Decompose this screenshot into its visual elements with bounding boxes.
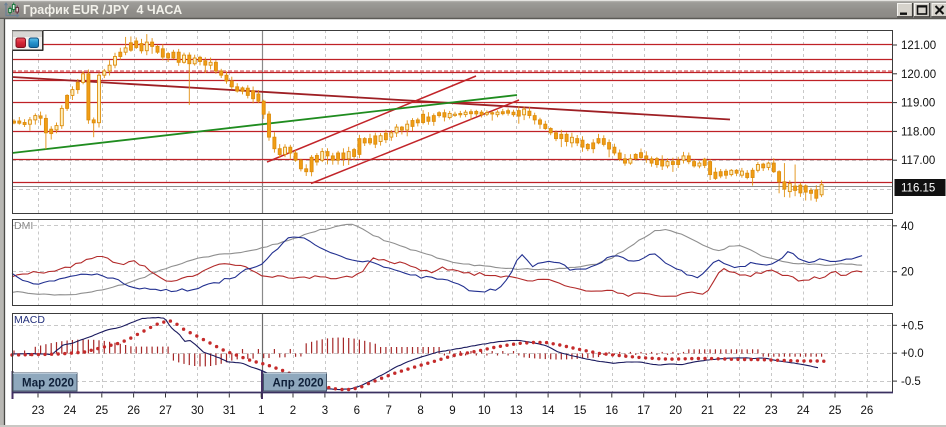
svg-text:2: 2 [290,405,296,417]
svg-text:20: 20 [901,267,914,279]
svg-text:1: 1 [258,405,264,417]
svg-text:30: 30 [191,405,204,417]
svg-text:+0.5: +0.5 [901,320,924,332]
svg-text:Апр 2020: Апр 2020 [273,378,324,390]
svg-text:9: 9 [449,405,455,417]
svg-text:17: 17 [637,405,650,417]
svg-text:40: 40 [901,221,914,233]
svg-text:121.00: 121.00 [901,40,936,52]
svg-text:20: 20 [669,405,682,417]
svg-text:+0.0: +0.0 [901,348,924,360]
svg-text:117.00: 117.00 [901,155,935,167]
svg-text:118.00: 118.00 [901,126,935,138]
svg-text:3: 3 [322,405,328,417]
svg-text:26: 26 [127,405,140,417]
svg-text:15: 15 [574,405,587,417]
svg-text:27: 27 [159,405,172,417]
svg-text:25: 25 [829,405,842,417]
svg-text:График EUR /JPY 4 ЧАСА: График EUR /JPY 4 ЧАСА [23,3,182,17]
svg-text:8: 8 [417,405,423,417]
svg-text:116.15: 116.15 [901,183,935,195]
svg-text:16: 16 [605,405,618,417]
svg-text:7: 7 [385,405,391,417]
svg-text:10: 10 [478,405,491,417]
svg-text:31: 31 [223,405,236,417]
svg-text:Мар 2020: Мар 2020 [22,378,74,390]
svg-text:21: 21 [701,405,714,417]
svg-text:13: 13 [510,405,523,417]
svg-text:6: 6 [354,405,360,417]
svg-text:22: 22 [733,405,746,417]
svg-text:24: 24 [797,405,810,417]
svg-text:23: 23 [765,405,778,417]
svg-text:-0.5: -0.5 [901,376,921,388]
svg-text:24: 24 [64,405,77,417]
svg-text:MACD: MACD [14,314,45,326]
svg-text:DMI: DMI [14,220,33,232]
svg-text:23: 23 [32,405,45,417]
svg-text:26: 26 [861,405,874,417]
svg-text:14: 14 [542,405,555,417]
svg-text:120.00: 120.00 [901,69,936,81]
svg-text:25: 25 [95,405,108,417]
svg-text:119.00: 119.00 [901,98,935,110]
